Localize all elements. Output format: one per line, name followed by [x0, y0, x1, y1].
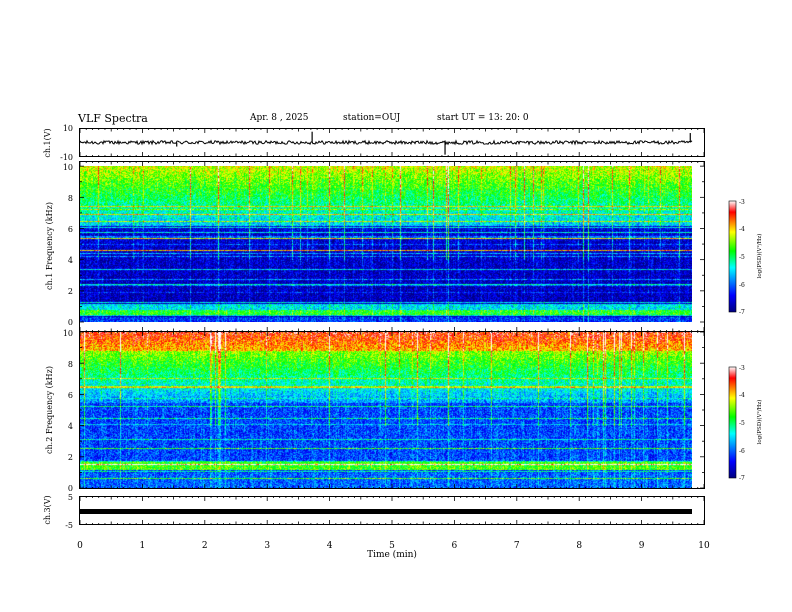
- ch1-freq-tick: 0: [68, 318, 73, 327]
- colorbar-label: log(PSD)(V²/Hz): [756, 234, 763, 279]
- ch1-ytick-bottom: -10: [60, 153, 73, 162]
- x-tick-label: 5: [389, 541, 395, 551]
- ch1-waveform-trace: [79, 139, 693, 146]
- chart-title: VLF Spectra: [78, 112, 148, 125]
- ch3-ylabel: ch.3(V): [43, 495, 52, 524]
- ch1-freq-tick: 2: [68, 287, 73, 296]
- ch2-freq-tick: 10: [63, 329, 73, 338]
- ch3-waveform-trace: [80, 509, 692, 514]
- ch2-colorbar: -3 -4 -5 -6 -7 log(PSD)(V²/Hz): [728, 365, 763, 482]
- colorbar-tick: -6: [739, 282, 745, 289]
- ch3-ytick-bottom: -5: [65, 521, 73, 530]
- x-tick-label: 3: [264, 541, 270, 551]
- ch2-freq-tick: 2: [68, 453, 73, 462]
- colorbar-tick: -4: [739, 226, 745, 233]
- x-axis-label: Time (min): [367, 549, 417, 560]
- ch1-freq-tick: 8: [68, 194, 73, 203]
- ch1-freq-tick: 4: [68, 256, 73, 265]
- ch2-freq-tick: 0: [68, 484, 73, 493]
- ch1-ylabel: ch.1(V): [43, 128, 52, 157]
- ch2-freq-tick: 8: [68, 360, 73, 369]
- ch2-spectrogram-ylabel: ch.2 Frequency (kHz): [45, 366, 54, 454]
- x-tick-label: 10: [698, 541, 710, 551]
- station-label: station=OUJ: [343, 113, 401, 123]
- ch2-spectrogram-image: [80, 332, 692, 488]
- colorbar-tick: -4: [739, 392, 745, 399]
- ch1-freq-tick: 10: [63, 163, 73, 172]
- ch1-freq-tick: 6: [68, 225, 73, 234]
- colorbar-tick: -7: [739, 475, 745, 482]
- date-label: Apr. 8 , 2025: [250, 113, 309, 123]
- colorbar-tick: -6: [739, 448, 745, 455]
- colorbar-tick: -5: [739, 420, 745, 427]
- start-time-label: start UT = 13: 20: 0: [437, 113, 529, 123]
- x-tick-label: 8: [576, 541, 582, 551]
- x-tick-label: 7: [514, 541, 520, 551]
- ch1-ytick-top: 10: [63, 124, 73, 133]
- ch2-freq-tick: 6: [68, 391, 73, 400]
- colorbar-tick: -3: [739, 199, 745, 206]
- x-tick-label: 2: [202, 541, 208, 551]
- x-tick-label: 6: [452, 541, 458, 551]
- ch1-colorbar: -3 -4 -5 -6 -7 log(PSD)(V²/Hz): [728, 199, 763, 316]
- x-tick-label: 9: [639, 541, 645, 551]
- colorbar-tick: -3: [739, 365, 745, 372]
- ch3-ytick-top: 5: [68, 493, 73, 502]
- ch1-spectrogram-ylabel: ch.1 Frequency (kHz): [45, 202, 54, 290]
- x-tick-label: 4: [327, 541, 333, 551]
- ch1-spectrogram-image: [80, 166, 692, 322]
- x-tick-label: 0: [77, 541, 83, 551]
- colorbar-tick: -7: [739, 309, 745, 316]
- ch2-freq-tick: 4: [68, 422, 73, 431]
- colorbar-label: log(PSD)(V²/Hz): [756, 400, 763, 445]
- colorbar-tick: -5: [739, 254, 745, 261]
- x-tick-label: 1: [140, 541, 146, 551]
